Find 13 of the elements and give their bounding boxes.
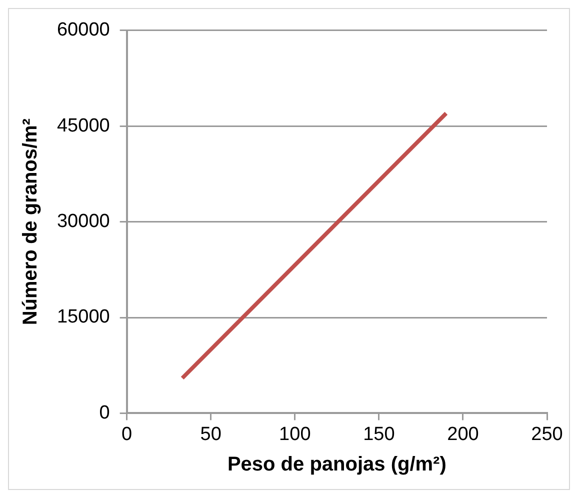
y-tick-label: 30000	[56, 211, 110, 232]
x-tick-label: 0	[122, 424, 132, 445]
y-tick-label: 60000	[56, 20, 110, 41]
x-tick-label: 250	[531, 424, 563, 445]
x-tick-label: 150	[363, 424, 395, 445]
y-tick-label: 15000	[56, 306, 110, 328]
y-axis-title: Número de granos/m²	[20, 118, 42, 326]
x-axis-title: Peso de panojas (g/m²)	[227, 454, 446, 476]
x-tick-label: 200	[447, 424, 479, 445]
x-tick-label: 50	[200, 424, 222, 445]
x-tick-label: 100	[279, 424, 311, 445]
y-tick-label: 0	[99, 402, 110, 424]
y-tick-label: 45000	[56, 115, 110, 136]
